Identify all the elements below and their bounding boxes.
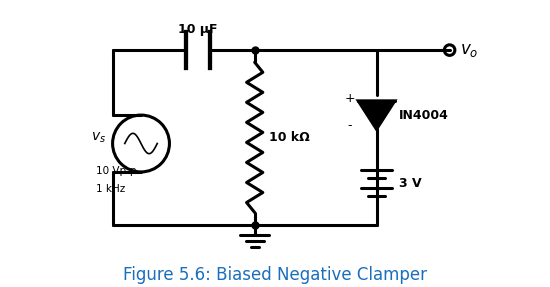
- Text: 10 μF: 10 μF: [178, 23, 218, 36]
- Text: $v_o$: $v_o$: [460, 41, 478, 59]
- Text: Figure 5.6: Biased Negative Clamper: Figure 5.6: Biased Negative Clamper: [123, 265, 427, 284]
- Text: 1 kHz: 1 kHz: [96, 184, 125, 194]
- Text: $v_s$: $v_s$: [91, 130, 107, 145]
- Text: IN4004: IN4004: [399, 108, 449, 122]
- Text: 3 V: 3 V: [399, 177, 421, 190]
- Text: 10 Vp-p: 10 Vp-p: [96, 166, 137, 176]
- Text: -: -: [348, 119, 353, 132]
- Polygon shape: [358, 101, 395, 129]
- Text: +: +: [345, 92, 355, 105]
- Text: 10 kΩ: 10 kΩ: [269, 131, 310, 144]
